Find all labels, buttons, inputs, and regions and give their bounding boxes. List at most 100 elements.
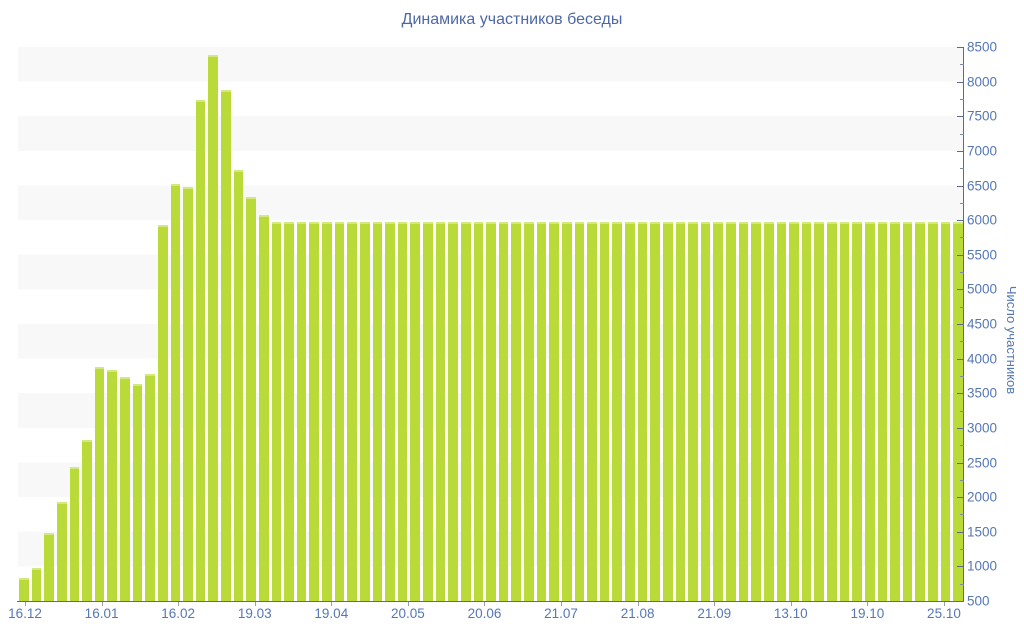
bar (827, 221, 837, 601)
x-tick-label: 19.04 (314, 606, 349, 621)
y-major-tick (957, 566, 964, 568)
x-tick-label: 25.10 (927, 606, 961, 621)
bar (498, 221, 509, 601)
y-minor-tick (960, 341, 964, 343)
bar (309, 221, 319, 601)
bar (233, 169, 244, 601)
y-major-tick (957, 185, 964, 187)
bar (372, 221, 383, 601)
bar (19, 578, 29, 601)
bar (94, 367, 105, 601)
y-tick-label: 7500 (967, 108, 998, 124)
y-minor-tick (960, 133, 964, 135)
x-tick-label: 20.06 (467, 606, 502, 621)
y-tick-label: 1000 (967, 558, 998, 574)
y-tick-label: 5500 (967, 247, 998, 263)
bar (246, 197, 256, 601)
bar (410, 221, 420, 601)
bar (650, 221, 660, 601)
bar (953, 221, 963, 601)
bar (688, 221, 698, 601)
x-tick-label: 13.10 (773, 606, 808, 621)
bar (776, 221, 787, 601)
y-tick-label: 6500 (967, 178, 998, 193)
bar (852, 221, 862, 601)
bar (132, 384, 143, 601)
bar (662, 221, 673, 601)
y-minor-tick (960, 583, 964, 585)
bar (385, 221, 395, 601)
bar (284, 221, 294, 601)
x-tick (101, 602, 103, 606)
bar (69, 467, 80, 601)
y-tick-label: 4000 (967, 351, 998, 367)
y-minor-tick (960, 410, 964, 412)
bar (221, 90, 231, 601)
x-tick (178, 602, 180, 606)
bar (334, 221, 345, 601)
y-minor-tick (960, 306, 964, 308)
bar (473, 221, 484, 601)
bar (915, 221, 925, 601)
bar (877, 221, 888, 601)
bar (195, 100, 206, 601)
y-minor-tick (960, 514, 964, 516)
bar (460, 221, 471, 601)
bar (208, 55, 218, 601)
bar (574, 221, 585, 601)
y-tick-label: 500 (967, 593, 990, 609)
y-minor-tick (960, 168, 964, 170)
y-tick-label: 8500 (967, 39, 998, 55)
bar (637, 221, 648, 601)
x-tick (637, 602, 639, 606)
bar (120, 377, 130, 601)
bar (435, 221, 446, 601)
bar (763, 221, 774, 601)
y-minor-tick (960, 479, 964, 481)
bar (486, 221, 496, 601)
bar (31, 567, 42, 601)
x-tick (867, 602, 869, 606)
x-tick (790, 602, 792, 606)
bar (296, 221, 307, 601)
y-major-tick (957, 358, 964, 360)
bar (448, 221, 458, 601)
bar (612, 221, 622, 601)
y-major-tick (957, 254, 964, 256)
bar (258, 214, 269, 601)
bar (751, 221, 761, 601)
y-major-tick (957, 497, 964, 499)
y-major-tick (957, 81, 964, 83)
x-tick (407, 602, 409, 606)
x-axis-line (17, 601, 964, 602)
bar (549, 221, 559, 601)
y-major-tick (957, 289, 964, 291)
bar (183, 186, 193, 601)
x-tick-label: 16.02 (161, 606, 196, 621)
x-tick-label: 20.05 (390, 606, 425, 621)
bar (170, 183, 181, 601)
x-tick-label: 16.12 (8, 606, 42, 621)
bar (864, 221, 875, 601)
y-tick-label: 2000 (967, 489, 998, 505)
bar (675, 221, 686, 601)
plot-area (18, 47, 963, 601)
x-tick-label: 21.07 (544, 606, 578, 621)
y-tick-label: 6000 (967, 212, 998, 228)
y-tick-label: 7000 (967, 143, 998, 159)
x-tick (943, 602, 945, 606)
bar (423, 221, 433, 601)
bar (322, 221, 332, 601)
bar (44, 533, 54, 601)
y-minor-tick (960, 445, 964, 447)
y-tick-label: 1500 (967, 524, 998, 540)
y-minor-tick (960, 549, 964, 551)
bar (700, 221, 711, 601)
bar (599, 221, 610, 601)
y-major-tick (957, 324, 964, 325)
x-tick-label: 21.08 (620, 606, 655, 621)
x-tick (331, 602, 333, 606)
y-minor-tick (960, 237, 964, 239)
bar (814, 221, 824, 601)
